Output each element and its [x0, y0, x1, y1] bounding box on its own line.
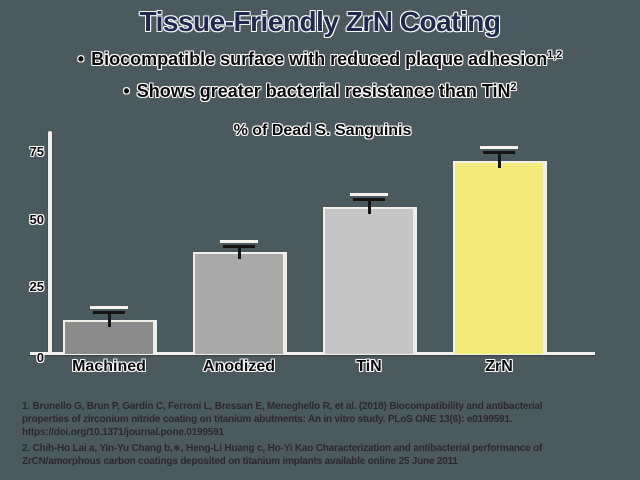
y-tick-label: 75: [29, 144, 44, 160]
y-tick-label: 0: [36, 350, 44, 365]
error-bar-highlight: [350, 192, 388, 196]
bullet-1: • Biocompatible surface with reduced plaq…: [0, 49, 640, 70]
error-bar-stem: [237, 244, 241, 260]
bar-tin: [325, 206, 413, 354]
x-axis-label: Machined: [72, 358, 146, 375]
error-bar-highlight: [480, 145, 518, 149]
y-axis-line: [48, 131, 52, 355]
error-bar-highlight: [220, 239, 258, 243]
footnote-line: https://doi.org/10.1371/journal.pone.019…: [22, 427, 224, 438]
footnote-line: properties of zirconium nitride coating …: [22, 414, 513, 425]
x-axis-line: [30, 352, 595, 355]
bullet-1-text: Biocompatible surface with reduced plaqu…: [91, 49, 548, 69]
bullet-1-superscript: 1,2: [547, 49, 563, 61]
y-tick-label: 25: [29, 278, 44, 294]
bar-zrn: [455, 161, 543, 354]
x-axis-label: TiN: [356, 358, 382, 375]
footnote-line: 2. Chih-Ho Lai a, Yin-Yu Chang b,∗, Heng…: [22, 443, 543, 454]
y-tick-label: 50: [29, 211, 44, 227]
bullet-2: • Shows greater bacterial resistance than…: [0, 81, 640, 102]
bar-anodized: [195, 252, 283, 354]
error-bar-stem: [107, 310, 111, 327]
bullet-2-marker: •: [123, 81, 130, 101]
x-axis-label: Anodized: [203, 358, 275, 375]
chart-title: % of Dead S. Sanguinis: [233, 122, 412, 139]
bullet-2-text: Shows greater bacterial resistance than …: [136, 81, 511, 101]
bullet-1-marker: •: [77, 49, 85, 69]
footnote-line: ZrCN/amorphous carbon coatings deposited…: [22, 456, 458, 467]
error-bar-stem: [497, 150, 501, 168]
bullet-2-superscript: 2: [510, 81, 517, 93]
error-bar-stem: [367, 197, 371, 214]
x-axis-label: ZrN: [485, 358, 513, 375]
slide-title: Tissue-Friendly ZrN Coating: [139, 6, 501, 37]
error-bar-highlight: [90, 305, 128, 309]
footnote-line: 1. Brunello G, Brun P, Gardin C, Ferroni…: [22, 401, 543, 412]
footnotes: 1. Brunello G, Brun P, Gardin C, Ferroni…: [22, 400, 628, 468]
